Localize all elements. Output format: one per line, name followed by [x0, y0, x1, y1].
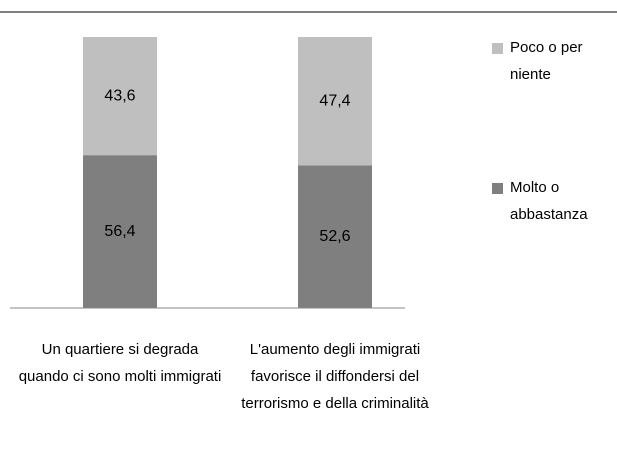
value-label: 52,6	[319, 228, 350, 245]
legend-swatch	[492, 43, 503, 54]
value-label: 47,4	[319, 92, 350, 109]
legend-label: Poco o per niente	[510, 39, 583, 83]
bar-segment	[298, 37, 372, 166]
x-tick-label: L'aumento degli immigrati favorisce il d…	[241, 341, 429, 412]
legend-swatch	[492, 183, 503, 194]
bar-segment	[83, 37, 157, 156]
value-label: 43,6	[104, 87, 135, 104]
value-label: 56,4	[104, 223, 135, 240]
bar-segment	[298, 165, 372, 308]
x-tick-label: Un quartiere si degrada quando ci sono m…	[18, 341, 222, 385]
legend-label: Molto o abbastanza	[510, 179, 588, 223]
bar-segment	[83, 155, 157, 308]
